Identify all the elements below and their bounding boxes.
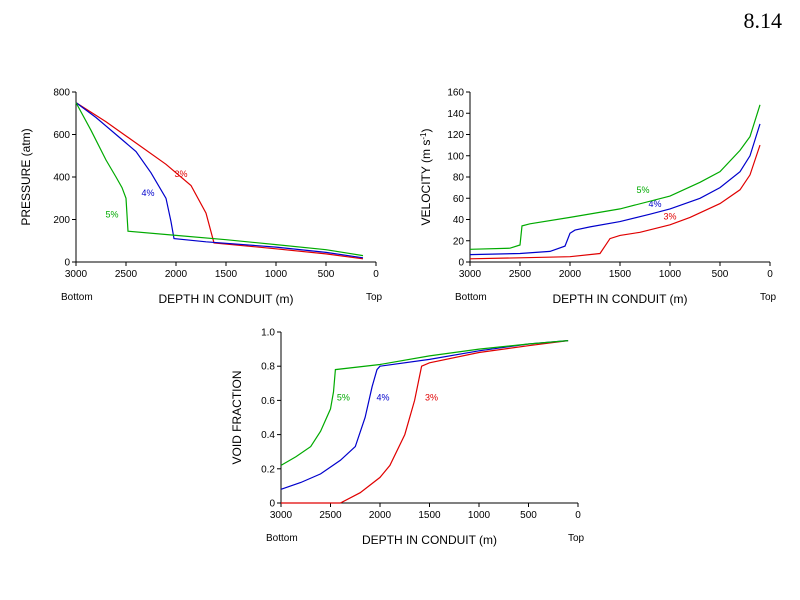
- y-tick-label: 0: [458, 258, 464, 269]
- x-tick-label: 2000: [165, 269, 188, 280]
- y-tick-label: 0.4: [261, 430, 275, 441]
- series-line-3pct: [469, 144, 761, 260]
- y-tick-label: 200: [53, 215, 70, 226]
- series-line-4pct: [469, 123, 761, 256]
- series-label-5pct: 5%: [636, 185, 649, 195]
- series-line-4pct: [75, 102, 364, 259]
- page-number: 8.14: [743, 8, 783, 33]
- y-tick-label: 40: [453, 215, 465, 226]
- x-tick-label: 3000: [65, 269, 88, 280]
- top-end-label: Top: [366, 292, 383, 303]
- pressure-chart: 0 200 400 600 800 3000 2500 2000 1500 1000 500 0 DEP…: [19, 88, 383, 307]
- y-axis-label: VOID FRACTION: [230, 370, 244, 464]
- y-tick-label: 0: [64, 258, 70, 269]
- y-tick-label: 400: [53, 173, 70, 184]
- x-axis-label: DEPTH IN CONDUIT (m): [552, 292, 687, 306]
- series-label-4pct: 4%: [648, 199, 661, 209]
- x-tick-label: 1000: [659, 269, 682, 280]
- y-tick-label: 0: [269, 499, 275, 510]
- y-tick-label: 160: [447, 88, 464, 99]
- top-end-label: Top: [760, 292, 777, 303]
- y-tick-label: 120: [447, 130, 464, 141]
- y-tick-label: 140: [447, 109, 464, 120]
- series-label-3pct: 3%: [174, 169, 187, 179]
- y-axis-label-superscript: -1: [419, 132, 428, 140]
- x-tick-label: 2000: [369, 510, 392, 521]
- bottom-end-label: Bottom: [266, 533, 298, 544]
- x-tick-label: 2000: [559, 269, 582, 280]
- series-line-5pct: [469, 104, 761, 250]
- series-line-5pct: [75, 102, 364, 257]
- y-tick-label: 0.8: [261, 362, 275, 373]
- x-tick-label: 500: [712, 269, 729, 280]
- series-line-5pct: [280, 340, 569, 466]
- series-label-3pct: 3%: [425, 392, 438, 402]
- x-tick-label: 1500: [215, 269, 238, 280]
- velocity-chart: 0 20 40 60 80 100 120 140 160 3000 2500 2000 1500 100…: [419, 88, 777, 307]
- series-label-4pct: 4%: [141, 188, 154, 198]
- top-end-label: Top: [568, 533, 585, 544]
- x-tick-label: 500: [318, 269, 335, 280]
- x-tick-label: 1500: [418, 510, 441, 521]
- x-tick-label: 1500: [609, 269, 632, 280]
- x-tick-label: 2500: [115, 269, 138, 280]
- x-tick-label: 0: [767, 269, 773, 280]
- x-tick-label: 1000: [265, 269, 288, 280]
- x-tick-label: 0: [373, 269, 379, 280]
- x-axis-label: DEPTH IN CONDUIT (m): [158, 292, 293, 306]
- x-tick-label: 500: [520, 510, 537, 521]
- y-tick-label: 0.2: [261, 464, 275, 475]
- series-label-5pct: 5%: [337, 392, 350, 402]
- void-fraction-chart: 0 0.2 0.4 0.6 0.8 1.0 3000 2500 2000 1500 1000 500 0…: [230, 328, 585, 548]
- x-tick-label: 3000: [459, 269, 482, 280]
- x-tick-label: 3000: [270, 510, 293, 521]
- series-line-3pct: [281, 340, 569, 504]
- y-axis-label: VELOCITY (m s-1): [419, 129, 434, 226]
- series-line-3pct: [75, 102, 364, 260]
- y-tick-label: 600: [53, 130, 70, 141]
- y-axis-label: PRESSURE (atm): [19, 128, 33, 225]
- bottom-end-label: Bottom: [61, 292, 93, 303]
- series-line-4pct: [280, 340, 569, 490]
- x-tick-label: 2500: [509, 269, 532, 280]
- y-tick-label: 60: [453, 194, 465, 205]
- y-tick-label: 800: [53, 88, 70, 99]
- y-tick-label: 0.6: [261, 396, 275, 407]
- x-axis-label: DEPTH IN CONDUIT (m): [362, 533, 497, 547]
- series-label-5pct: 5%: [105, 209, 118, 219]
- x-tick-label: 0: [575, 510, 581, 521]
- x-tick-label: 1000: [468, 510, 491, 521]
- bottom-end-label: Bottom: [455, 292, 487, 303]
- y-tick-label: 80: [453, 173, 465, 184]
- y-axis-label-end: ): [419, 129, 433, 133]
- y-tick-label: 100: [447, 151, 464, 162]
- x-tick-label: 2500: [319, 510, 342, 521]
- series-label-3pct: 3%: [663, 212, 676, 222]
- series-label-4pct: 4%: [376, 392, 389, 402]
- y-tick-label: 1.0: [261, 328, 275, 339]
- y-tick-label: 20: [453, 236, 465, 247]
